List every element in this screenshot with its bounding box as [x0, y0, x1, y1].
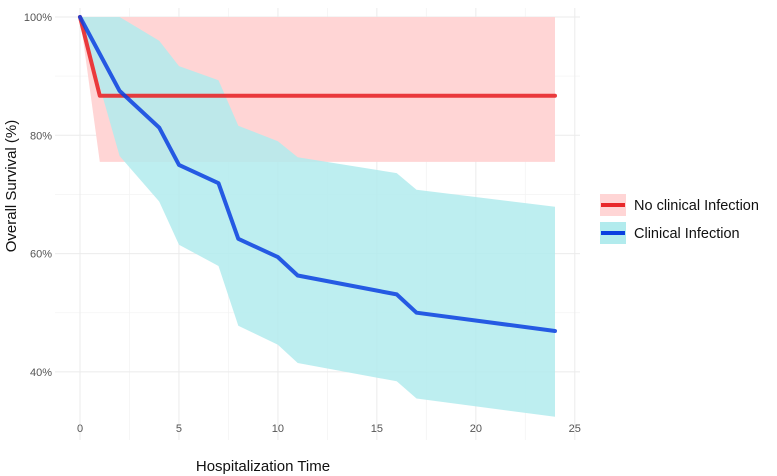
confidence-bands — [80, 17, 555, 417]
x-axis-title: Hospitalization Time — [196, 458, 330, 475]
legend: No clinical Infection Clinical Infection — [600, 194, 759, 244]
x-tick-label: 0 — [77, 423, 83, 435]
survival-line-0 — [78, 15, 557, 98]
legend-label: Clinical Infection — [634, 226, 740, 242]
y-tick-label: 40% — [30, 367, 52, 379]
x-axis-ticks: 0 5 10 15 20 25 — [77, 423, 581, 435]
survival-lines — [78, 15, 557, 333]
y-tick-label: 80% — [30, 130, 52, 142]
x-tick-label: 5 — [176, 423, 182, 435]
y-axis-ticks: 40% 60% 80% 100% — [24, 12, 52, 379]
x-tick-label: 15 — [371, 423, 383, 435]
y-tick-label: 100% — [24, 12, 52, 24]
legend-label: No clinical Infection — [634, 198, 759, 214]
y-axis-title: Overall Survival (%) — [3, 120, 20, 253]
y-tick-label: 60% — [30, 249, 52, 261]
x-tick-label: 25 — [569, 423, 581, 435]
survival-line-1 — [78, 15, 557, 333]
x-tick-label: 10 — [272, 423, 284, 435]
x-tick-label: 20 — [470, 423, 482, 435]
